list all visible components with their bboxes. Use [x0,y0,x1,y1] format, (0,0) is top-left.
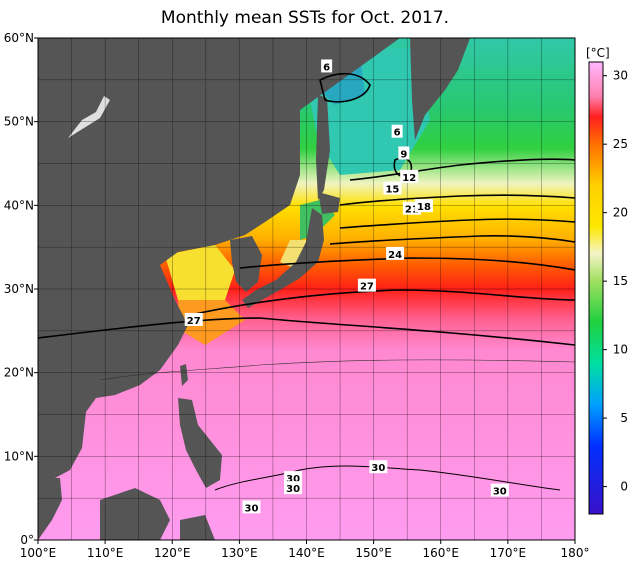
contour-label-text: 30 [286,484,300,495]
contour-label-text: 12 [402,173,416,184]
contour-label-bg [184,312,203,326]
lon-tick-label: 100°E [20,546,57,560]
contour-label-bg [383,181,402,195]
contour-label-text: 15 [385,185,399,196]
contour-label-bg [357,278,376,292]
contour-24 [189,289,575,316]
contour-label: 30 [284,481,303,495]
contour-label-text: 30 [244,503,258,514]
lat-tick-label: 0° [20,533,34,547]
kamchatka [410,38,470,140]
contour-15 [339,218,575,229]
lat-tick-label: 40°N [4,198,34,212]
yellow-sea [165,245,235,315]
lat-lon-grid [38,38,575,540]
lat-tick-label: 50°N [4,115,34,129]
contour-label: 15 [383,181,402,196]
lat-tick-label: 60°N [4,31,34,45]
map-area [38,38,575,540]
lon-tick-label: 130°E [221,546,258,560]
contour-thin-28 [99,359,575,381]
lon-tick-label: 170°E [490,546,527,560]
colorbar-tick-label: 25 [613,137,628,151]
colorbar-unit-label: [°C] [586,46,610,60]
contour-label-text: 30 [286,474,300,485]
contour-9 [349,158,575,181]
contour-label-text: 27 [360,282,374,293]
map-title: Monthly mean SSTs for Oct. 2017. [160,8,450,28]
contour-label: 6 [321,59,333,73]
lat-tick-label: 20°N [4,366,34,380]
colorbar-tick-label: 10 [613,343,628,357]
asian-continent [38,38,400,478]
colorbar-tick-label: 20 [613,206,628,220]
contour-label-bg [490,483,509,497]
contour-label: 6 [391,124,403,139]
contour-27 [38,317,575,346]
contour-label: 9 [398,146,410,160]
japan-main-islands [242,208,324,308]
contour-label-bg [321,59,333,73]
contour-label: 30 [242,500,261,514]
contour-label: 27 [357,278,376,293]
axis-ticks: 100°E 110°E 120°E 130°E 140°E 150°E 160°E 170°E… [4,31,590,560]
contour-label-text: 30 [493,487,507,498]
contour-label: 30 [490,483,509,498]
contour-label-bg [414,199,433,213]
contour-label-text: 30 [371,463,385,474]
colorbar-tick-label: 5 [620,411,628,425]
sakhalin [316,95,330,200]
colorbar-tick-label: 0 [620,480,628,494]
lon-tick-label: 110°E [87,546,124,560]
contour-label-text: 21 [405,205,419,216]
contour-label-text: 6 [394,128,401,139]
contour-label-bg [369,460,388,474]
contour-label-text: 18 [417,202,431,213]
lon-tick-label: 150°E [355,546,392,560]
contour-label: 24 [386,246,405,261]
lon-tick-label: 120°E [154,546,191,560]
contour-label-text: 6 [323,62,330,73]
colorbar [588,61,604,515]
lon-tick-label: 140°E [288,546,325,560]
contour-label: 12 [400,169,419,184]
contour-label-bg [242,500,261,514]
contour-label: 27 [184,312,203,327]
lat-tick-label: 30°N [4,282,34,296]
contour-label: 30 [284,471,303,485]
borneo [100,488,170,540]
philippines [178,398,222,488]
contour-label-bg [386,246,405,260]
contour-label-text: 9 [400,149,407,160]
contour-12 [339,194,575,206]
lon-tick-label: 180° [561,546,590,560]
contour-label-bg [398,146,410,160]
contour-6-okhotsk [319,72,371,103]
colorbar-tick-label: 30 [613,69,628,83]
colorbar-tick-label: 15 [613,274,628,288]
hokkaido [318,192,340,214]
lake-baikal [68,96,110,138]
contour-label-bg [284,471,303,485]
contour-label-text: 27 [187,316,201,327]
contour-label-text: 24 [388,250,402,261]
lat-tick-label: 10°N [4,449,34,463]
contour-21 [239,257,575,271]
korean-peninsula [230,236,262,292]
sulawesi-new-guinea [180,515,215,540]
taiwan [180,364,188,386]
contour-label-bg [391,124,403,138]
east-china-sea [178,300,245,345]
contour-label-bg [284,481,303,495]
malay-peninsula [38,478,62,540]
contour-label: 18 [414,199,433,213]
lon-tick-label: 160°E [423,546,460,560]
contour-label: 30 [369,460,388,474]
contour-label-bg [400,169,419,183]
colorbar-ticks: 0 5 10 15 20 25 30 [603,69,628,494]
